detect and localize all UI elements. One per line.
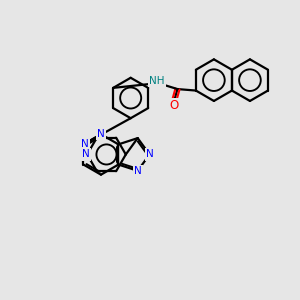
Text: N: N	[97, 129, 105, 139]
Text: O: O	[169, 99, 178, 112]
Text: N: N	[134, 166, 142, 176]
Text: N: N	[81, 140, 88, 149]
Text: NH: NH	[149, 76, 164, 86]
Text: N: N	[82, 149, 89, 160]
Text: N: N	[146, 149, 153, 160]
